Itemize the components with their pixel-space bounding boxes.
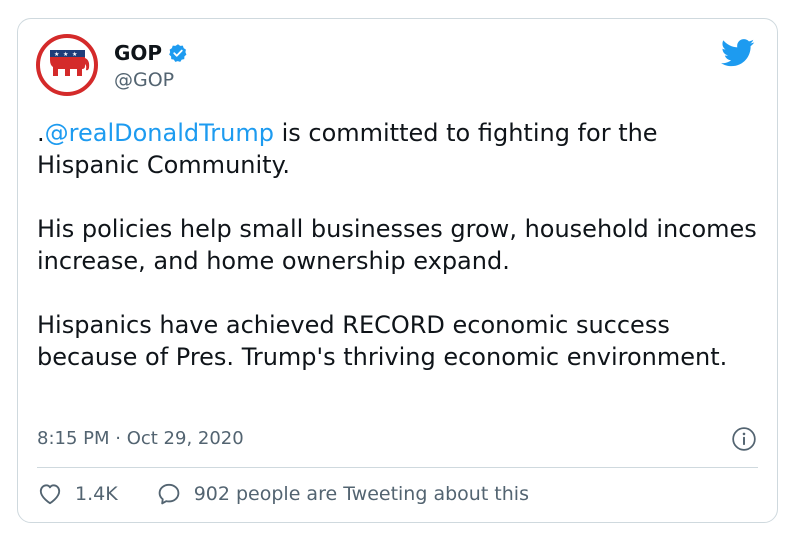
twitter-bird-icon[interactable] [721, 39, 755, 67]
like-button[interactable]: 1.4K [37, 481, 118, 507]
divider [37, 467, 758, 468]
account-handle[interactable]: @GOP [114, 69, 175, 91]
tweet-timestamp[interactable]: 8:15 PM · Oct 29, 2020 [37, 428, 244, 449]
tweet-paragraph-2: His policies help small businesses grow,… [37, 215, 757, 275]
tweet-paragraph-1: .@realDonaldTrump is committed to fighti… [37, 117, 757, 181]
verified-badge-icon [169, 44, 187, 62]
mention-link[interactable]: @realDonaldTrump [44, 119, 274, 147]
heart-icon [39, 484, 61, 505]
action-bar: 1.4K 902 people are Tweeting about this [37, 481, 529, 507]
avatar[interactable]: ★ ★ ★ [36, 34, 98, 96]
tweet-prefix: . [37, 119, 45, 147]
like-count: 1.4K [75, 483, 118, 505]
name-row: GOP [114, 41, 188, 65]
speech-bubble-icon [158, 483, 180, 505]
tweet-paragraph-3: Hispanics have achieved RECORD economic … [37, 311, 728, 371]
tweet-line1-rest: is committed to fighting for the Hispani… [37, 119, 658, 179]
tweeting-count-text: 902 people are Tweeting about this [193, 483, 529, 505]
svg-text:★: ★ [54, 51, 59, 58]
tweeting-about-link[interactable]: 902 people are Tweeting about this [156, 481, 529, 507]
gop-elephant-logo: ★ ★ ★ [50, 50, 90, 76]
tweet-card: ★ ★ ★ GOP @GOP .@realDonaldTrump is comm… [17, 18, 778, 523]
info-icon[interactable] [731, 426, 757, 452]
tweet-text: .@realDonaldTrump is committed to fighti… [37, 117, 757, 405]
svg-text:★: ★ [63, 51, 68, 58]
svg-text:★: ★ [72, 51, 77, 58]
account-name[interactable]: GOP [114, 41, 163, 65]
